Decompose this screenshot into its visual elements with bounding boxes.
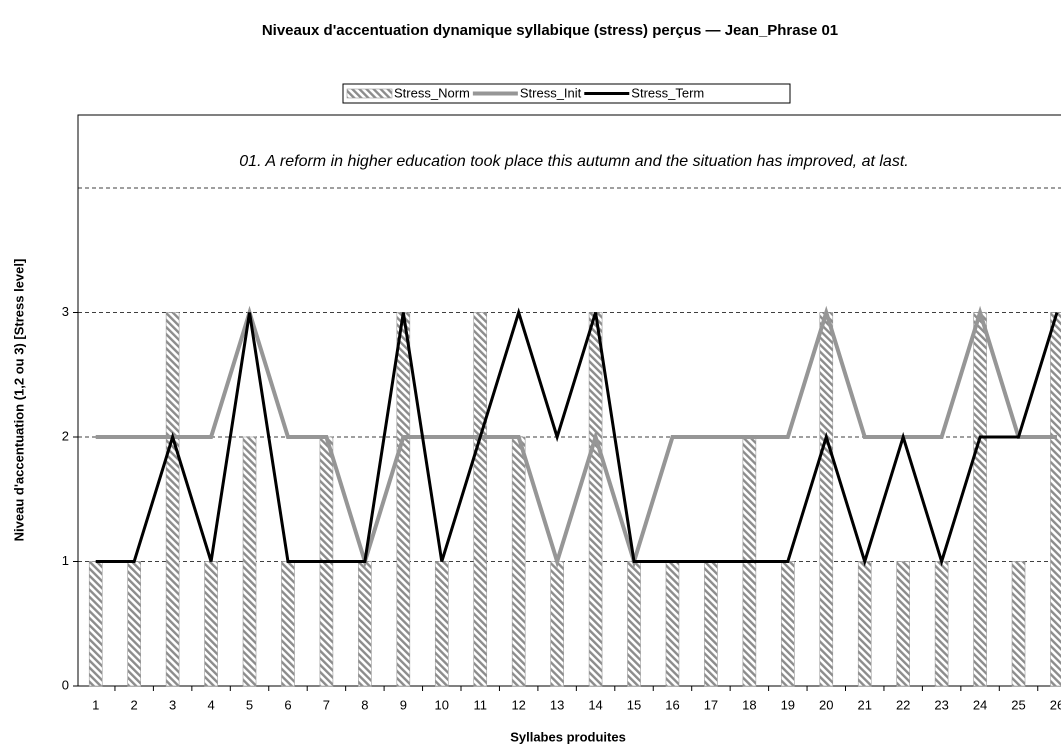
- x-tick-label: 26: [1050, 697, 1061, 712]
- legend-box: [342, 83, 791, 104]
- x-tick-label: 20: [819, 697, 833, 712]
- x-tick-label: 24: [973, 697, 987, 712]
- bar: [281, 561, 295, 687]
- bar: [896, 561, 910, 687]
- bar: [588, 312, 603, 687]
- bar: [934, 561, 949, 687]
- x-tick-label: 15: [627, 697, 641, 712]
- bar: [819, 312, 834, 687]
- bar: [473, 312, 488, 687]
- bar: [1050, 312, 1061, 687]
- x-tick-label: 13: [550, 697, 564, 712]
- y-tick-label: 2: [62, 428, 69, 443]
- x-tick-label: 17: [704, 697, 718, 712]
- x-tick-label: 23: [934, 697, 948, 712]
- annotation: 01. A reform in higher education took pl…: [239, 153, 908, 170]
- bar: [704, 561, 718, 687]
- bar: [973, 312, 987, 687]
- x-tick-label: 14: [588, 697, 602, 712]
- legend-label: Stress_Term: [631, 85, 704, 100]
- bar: [781, 561, 795, 687]
- x-tick-label: 12: [511, 697, 525, 712]
- bar: [127, 561, 141, 687]
- x-tick-label: 19: [781, 697, 795, 712]
- y-tick-label: 3: [62, 304, 69, 319]
- legend-label: Stress_Init: [520, 85, 582, 100]
- x-tick-label: 1: [92, 697, 99, 712]
- x-tick-label: 6: [284, 697, 291, 712]
- bar: [358, 561, 372, 687]
- bar: [857, 561, 872, 687]
- line: [95, 307, 1059, 567]
- x-tick-label: 2: [131, 697, 138, 712]
- x-tick-label: 7: [323, 697, 330, 712]
- bar: [434, 561, 449, 687]
- legend-swatch: [346, 88, 393, 99]
- bar: [88, 561, 103, 687]
- x-tick-label: 9: [400, 697, 407, 712]
- bar: [665, 561, 680, 687]
- bar: [242, 436, 257, 687]
- line: [95, 305, 1057, 569]
- x-tick-label: 4: [207, 697, 214, 712]
- bar: [1011, 561, 1026, 687]
- x-tick-label: 10: [435, 697, 449, 712]
- bar: [550, 561, 564, 687]
- x-tick-label: 11: [473, 697, 487, 712]
- x-tick-label: 21: [857, 697, 871, 712]
- y-tick-label: 0: [62, 677, 69, 692]
- bar: [627, 561, 641, 687]
- x-tick-label: 22: [896, 697, 910, 712]
- bar: [396, 312, 411, 687]
- x-tick-label: 16: [665, 697, 679, 712]
- x-tick-label: 25: [1011, 697, 1025, 712]
- chart-title: Niveaux d'accentuation dynamique syllabi…: [262, 22, 838, 39]
- y-axis-label: Niveau d'accentuation (1,2 ou 3) [Stress…: [11, 259, 26, 542]
- legend-label: Stress_Norm: [394, 85, 470, 100]
- x-tick-label: 8: [361, 697, 368, 712]
- bar: [165, 312, 180, 687]
- x-tick-label: 18: [742, 697, 756, 712]
- x-tick-label: 5: [246, 697, 253, 712]
- bar: [204, 561, 218, 687]
- x-tick-label: 3: [169, 697, 176, 712]
- bar: [511, 436, 526, 687]
- y-tick-label: 1: [62, 553, 69, 568]
- x-axis-label: Syllabes produites: [510, 729, 626, 744]
